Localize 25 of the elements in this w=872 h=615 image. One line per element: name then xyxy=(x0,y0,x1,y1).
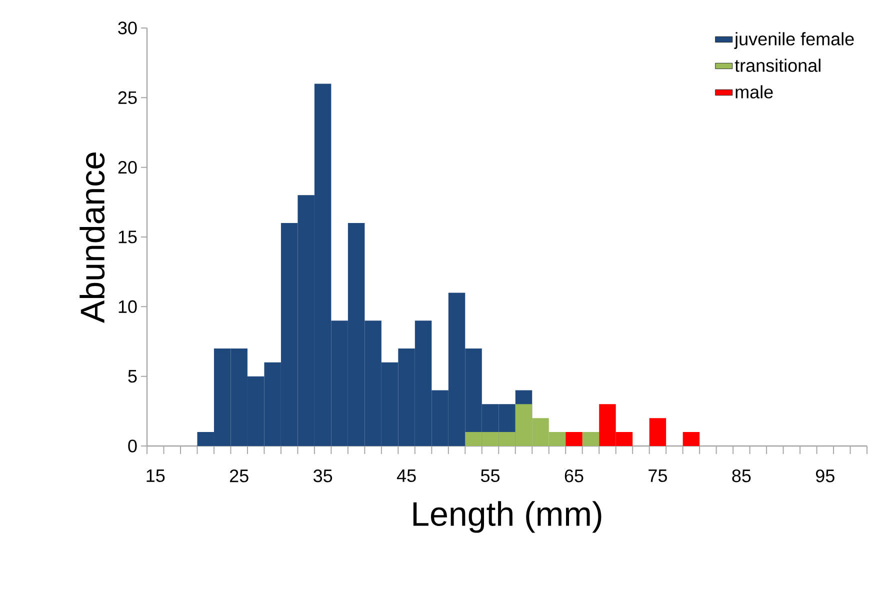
bar xyxy=(649,418,666,446)
bar xyxy=(566,432,582,446)
y-tick-label: 30 xyxy=(118,22,137,34)
bar xyxy=(682,432,700,446)
x-tick-label: 85 xyxy=(732,470,751,482)
legend-label: male xyxy=(736,85,773,98)
x-tick-label: 15 xyxy=(146,470,165,482)
x-tick-label: 55 xyxy=(480,470,500,482)
y-tick-label: 20 xyxy=(118,160,137,174)
x-tick-label: 95 xyxy=(816,470,834,482)
x-tick-label: 25 xyxy=(230,470,248,482)
y-tick-label: 25 xyxy=(118,91,137,104)
bar xyxy=(582,432,600,446)
x-tick-label: 75 xyxy=(648,470,667,482)
x-tick-label: 65 xyxy=(564,470,584,482)
y-tick-label: 10 xyxy=(118,300,137,314)
y-tick-label: 0 xyxy=(128,440,137,452)
legend-label: juvenile female xyxy=(734,32,854,49)
x-tick-label: 45 xyxy=(396,470,416,482)
x-tick-label: 35 xyxy=(314,470,332,482)
y-tick-label: 15 xyxy=(118,230,137,244)
y-axis-title: Abundance xyxy=(80,152,105,323)
legend-label: transitional xyxy=(734,58,820,72)
x-axis-title: Length (mm) xyxy=(413,501,602,533)
y-tick-label: 5 xyxy=(128,370,137,383)
